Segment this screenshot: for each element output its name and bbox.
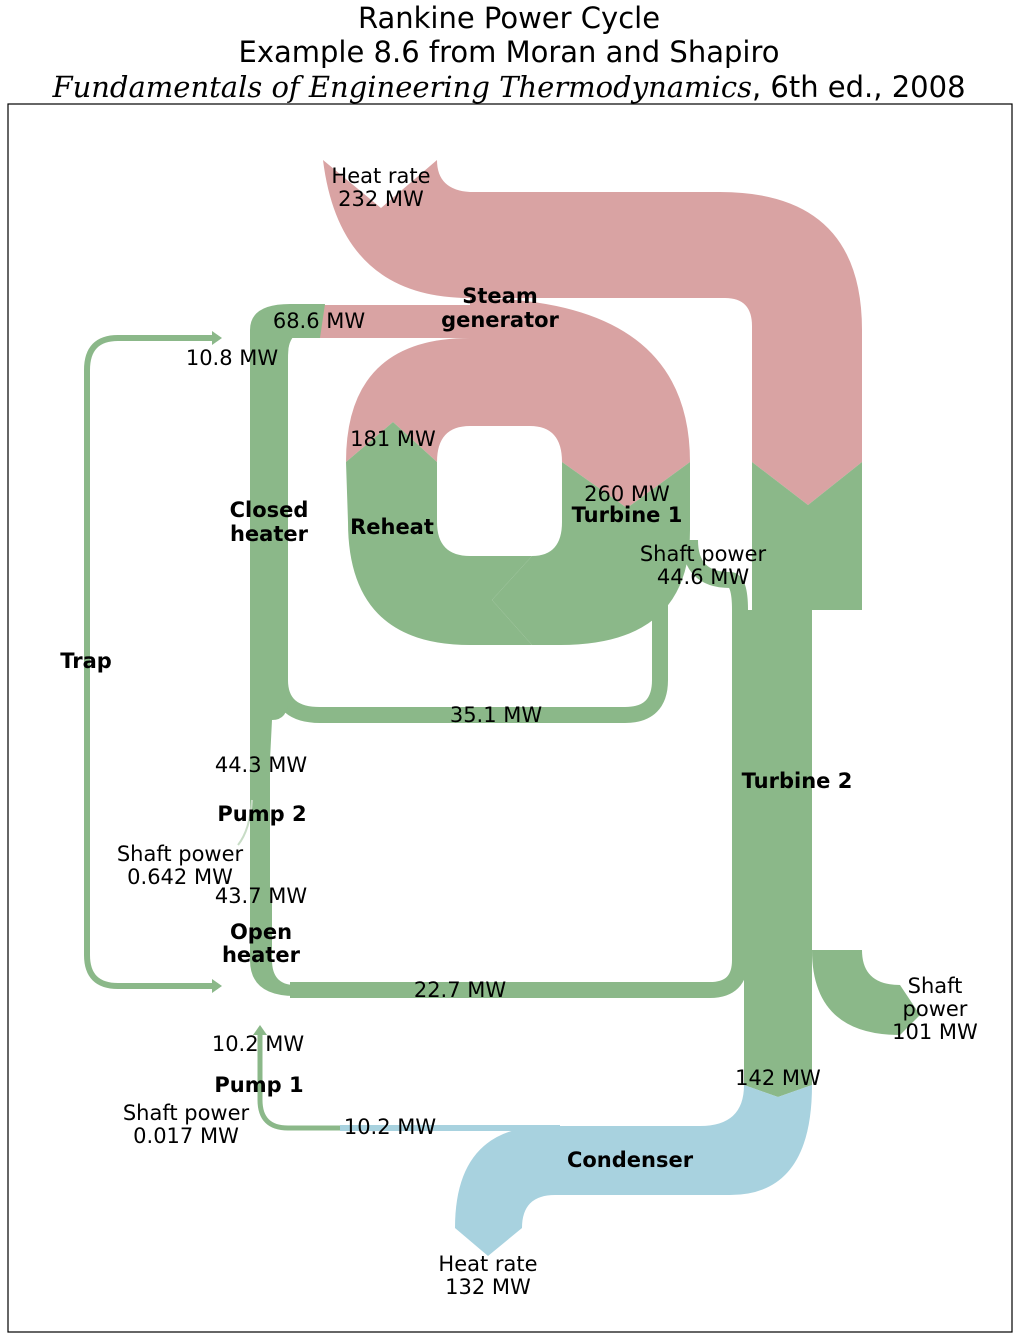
- trap-loop: [84, 335, 218, 989]
- chart-source: Fundamentals of Engineering Thermodynami…: [0, 70, 1018, 104]
- pump1-flow: [257, 1030, 345, 1131]
- open-heater-label-2: heater: [222, 943, 301, 967]
- flow-260-label: 260 MW: [584, 482, 670, 506]
- turbine1-shaft-label-2: 44.6 MW: [657, 565, 750, 589]
- heat-input-label-1: Heat rate: [331, 164, 430, 188]
- pump2-shaft-label-2: 0.642 MW: [127, 865, 233, 889]
- flow-181-label: 181 MW: [350, 427, 436, 451]
- turbine2-shaft-output: [812, 950, 920, 1035]
- steam-generator-label-1: Steam: [462, 284, 537, 308]
- trap-arrow-bottom: [212, 979, 222, 993]
- closed-heater-trunk: [250, 304, 325, 760]
- flow-22-7-label: 22.7 MW: [414, 978, 507, 1002]
- heat-input-label-2: 232 MW: [338, 187, 424, 211]
- flow-35-1-label: 35.1 MW: [450, 703, 543, 727]
- turbine2-flow: [744, 462, 862, 1097]
- flow-10-2-condenser-label: 10.2 MW: [344, 1115, 437, 1139]
- heat-output-label-1: Heat rate: [438, 1252, 537, 1276]
- turbine1-shaft-label-1: Shaft power: [640, 542, 767, 566]
- pump1-arrow: [253, 1025, 267, 1035]
- turbine2-shaft-label-2: power: [903, 997, 968, 1021]
- pump2-shaft-input: [237, 799, 253, 846]
- closed-heater-label-2: heater: [230, 522, 309, 546]
- flow-10-2-top-label: 10.2 MW: [212, 1032, 305, 1056]
- flow-43-7-label: 43.7 MW: [215, 884, 308, 908]
- condenser-flows: [340, 1085, 812, 1256]
- heat-input-flow: [323, 160, 862, 505]
- turbine1-flow: [492, 462, 690, 645]
- sg-to-turbine1-flow: [346, 298, 690, 508]
- turbine2-shaft-label-1: Shaft: [908, 974, 963, 998]
- trap-label: Trap: [60, 649, 112, 673]
- pump1-shaft-label-1: Shaft power: [123, 1101, 250, 1125]
- turbine1-label: Turbine 1: [572, 503, 683, 527]
- turbine2-shaft-label-3: 101 MW: [892, 1020, 978, 1044]
- chart-subtitle: Example 8.6 from Moran and Shapiro: [238, 35, 780, 69]
- steam-generator-label-2: generator: [441, 308, 559, 332]
- book-edition: , 6th ed., 2008: [751, 70, 966, 104]
- condenser-label: Condenser: [567, 1148, 694, 1172]
- reheat-loop: [346, 422, 532, 645]
- heat-output-label-2: 132 MW: [445, 1275, 531, 1299]
- pump1-shaft-label-2: 0.017 MW: [133, 1124, 239, 1148]
- turbine1-bleed-to-open-heater: [290, 539, 748, 998]
- flow-68-6-label: 68.6 MW: [273, 309, 366, 333]
- reheat-label: Reheat: [350, 515, 434, 539]
- chart-title: Rankine Power Cycle: [357, 1, 661, 35]
- trap-arrow-top: [212, 331, 222, 345]
- flow-142-label: 142 MW: [735, 1066, 821, 1090]
- pump1-label: Pump 1: [214, 1073, 303, 1097]
- steam-generator-flows: [320, 160, 862, 508]
- turbine2-label: Turbine 2: [742, 769, 853, 793]
- closed-heater-label-1: Closed: [230, 498, 309, 522]
- open-heater-flow: [250, 880, 295, 996]
- pump2-shaft-label-1: Shaft power: [117, 842, 244, 866]
- open-heater-label-1: Open: [230, 920, 292, 944]
- sg-to-closed-heater-flow: [320, 305, 480, 338]
- condenser-to-pump1-flow: [340, 1125, 560, 1131]
- flow-10-8-label: 10.8 MW: [186, 346, 279, 370]
- pump2-flow: [250, 760, 270, 890]
- plot-frame: [7, 103, 1013, 1333]
- book-title: Fundamentals of Engineering Thermodynami…: [52, 70, 752, 104]
- cycle-flows: [84, 304, 920, 1131]
- pump2-label: Pump 2: [217, 802, 306, 826]
- flow-44-3-label: 44.3 MW: [215, 753, 308, 777]
